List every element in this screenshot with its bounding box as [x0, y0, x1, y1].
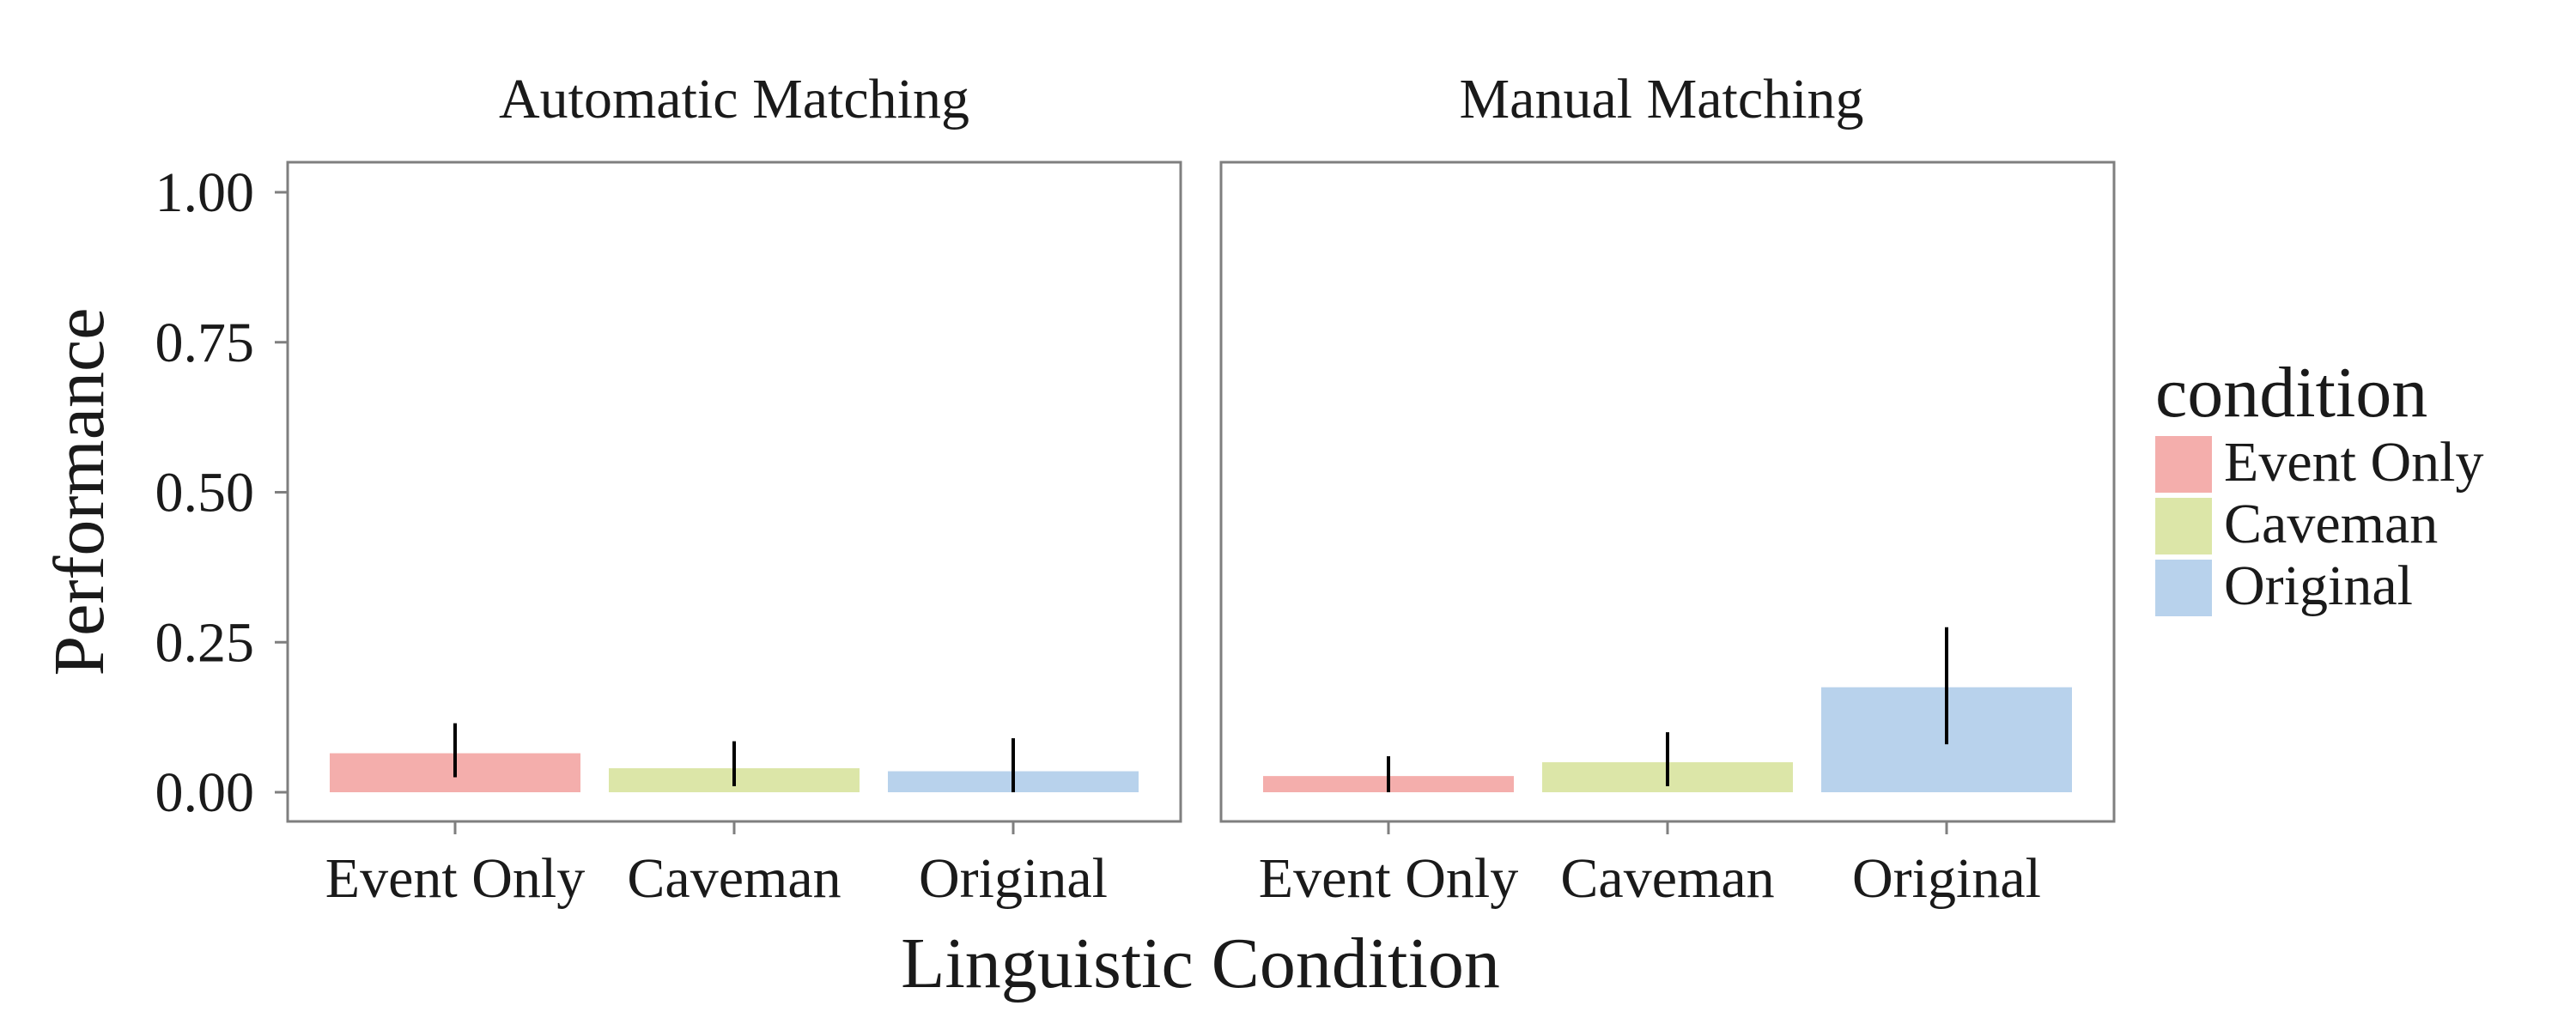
x-tick-label-panel0-2: Original — [919, 847, 1108, 910]
x-tick-label-panel1-1: Caveman — [1560, 847, 1774, 910]
x-tick-label-panel1-2: Original — [1852, 847, 2041, 910]
legend-key-2 — [2155, 560, 2212, 616]
panel-frame-automatic — [286, 161, 1182, 823]
bars — [330, 627, 2072, 792]
x-tick-label-panel1-0: Event Only — [1259, 847, 1518, 910]
legend-key-0 — [2155, 436, 2212, 493]
y-axis-title: Performance — [39, 307, 119, 676]
y-tick-label-1: 0.25 — [155, 611, 255, 674]
x-axis-title: Linguistic Condition — [901, 924, 1500, 1003]
x-tick-label-panel0-1: Caveman — [627, 847, 841, 910]
y-tick-label-3: 0.75 — [155, 312, 255, 374]
y-tick-label-2: 0.50 — [155, 462, 255, 524]
y-tick-label-0: 0.00 — [155, 761, 255, 824]
y-tick-label-4: 1.00 — [155, 161, 255, 224]
legend-key-1 — [2155, 498, 2212, 554]
legend-label-1: Caveman — [2224, 493, 2438, 555]
y-axis: 0.00 0.25 0.50 0.75 1.00 — [155, 161, 288, 824]
legend-label-2: Original — [2224, 554, 2413, 617]
panel-title-manual-matching: Manual Matching — [1459, 68, 1863, 130]
legend-title: condition — [2155, 353, 2427, 433]
x-tick-label-panel0-0: Event Only — [325, 847, 585, 910]
legend-label-0: Event Only — [2224, 431, 2483, 494]
x-axis: Event Only Caveman Original Event Only Cavem… — [325, 821, 2041, 910]
panel-title-automatic-matching: Automatic Matching — [499, 68, 969, 130]
